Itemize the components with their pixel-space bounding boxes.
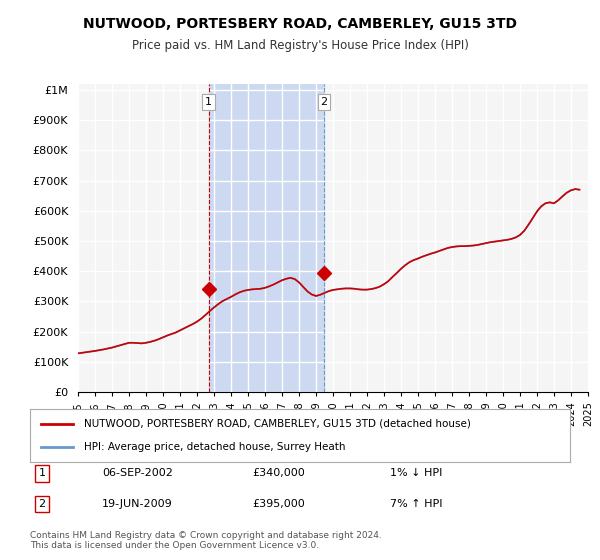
Text: £340,000: £340,000 — [252, 468, 305, 478]
Text: 1% ↓ HPI: 1% ↓ HPI — [390, 468, 442, 478]
Text: HPI: Average price, detached house, Surrey Heath: HPI: Average price, detached house, Surr… — [84, 442, 346, 452]
Text: £395,000: £395,000 — [252, 499, 305, 509]
Text: 06-SEP-2002: 06-SEP-2002 — [102, 468, 173, 478]
Text: Price paid vs. HM Land Registry's House Price Index (HPI): Price paid vs. HM Land Registry's House … — [131, 39, 469, 52]
Text: NUTWOOD, PORTESBERY ROAD, CAMBERLEY, GU15 3TD: NUTWOOD, PORTESBERY ROAD, CAMBERLEY, GU1… — [83, 17, 517, 31]
Text: 7% ↑ HPI: 7% ↑ HPI — [390, 499, 443, 509]
Text: Contains HM Land Registry data © Crown copyright and database right 2024.
This d: Contains HM Land Registry data © Crown c… — [30, 530, 382, 550]
Bar — [209, 84, 324, 392]
Text: 1: 1 — [38, 468, 46, 478]
Text: 2: 2 — [320, 97, 328, 107]
Text: 1: 1 — [205, 97, 212, 107]
Text: 19-JUN-2009: 19-JUN-2009 — [102, 499, 173, 509]
Text: NUTWOOD, PORTESBERY ROAD, CAMBERLEY, GU15 3TD (detached house): NUTWOOD, PORTESBERY ROAD, CAMBERLEY, GU1… — [84, 419, 471, 429]
Text: 2: 2 — [38, 499, 46, 509]
